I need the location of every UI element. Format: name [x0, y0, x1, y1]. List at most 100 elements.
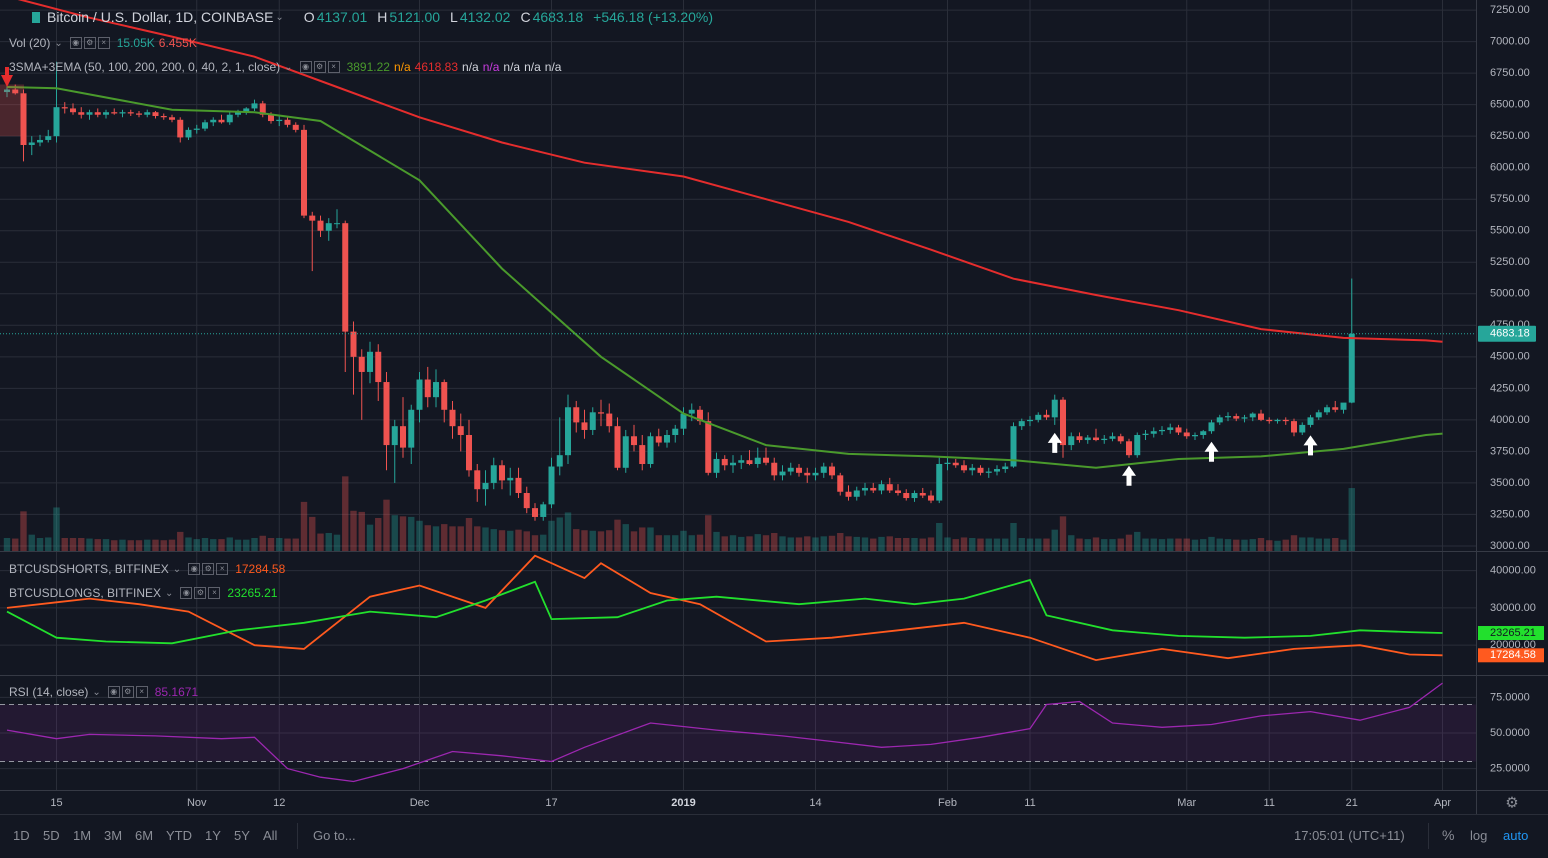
- close-icon[interactable]: ×: [208, 587, 221, 599]
- range-5d[interactable]: 5D: [43, 828, 60, 843]
- volume-bar: [762, 535, 770, 551]
- auto-scale-toggle[interactable]: auto: [1503, 828, 1529, 843]
- shorts-line: [6, 554, 1443, 662]
- chevron-down-icon[interactable]: ⌄: [54, 37, 63, 49]
- candle-body: [985, 471, 992, 473]
- gear-icon[interactable]: ⚙: [83, 37, 96, 49]
- percent-toggle[interactable]: %: [1442, 827, 1455, 843]
- chevron-down-icon[interactable]: ⌄: [92, 686, 101, 698]
- white-up-arrow-icon: [1303, 435, 1318, 456]
- chevron-down-icon[interactable]: ⌄: [284, 61, 293, 73]
- log-toggle[interactable]: log: [1470, 828, 1488, 843]
- volume-bar: [1142, 538, 1149, 551]
- price-axis[interactable]: 7250.00 7000.00 6750.00 6500.00 6250.00 6000.…: [1478, 4, 1544, 775]
- candle-body: [160, 116, 167, 118]
- range-1y[interactable]: 1Y: [205, 828, 221, 843]
- annotation-markers: [0, 67, 1318, 486]
- close-icon[interactable]: ×: [135, 686, 148, 698]
- volume-bar: [1290, 535, 1298, 551]
- volume-bar: [185, 537, 192, 551]
- gear-icon[interactable]: ⚙: [121, 686, 134, 698]
- symbol-title[interactable]: Bitcoin / U.S. Dollar, 1D, COINBASE: [47, 9, 274, 25]
- price-tick-label: 5250.00: [1490, 256, 1530, 268]
- candle-body: [697, 409, 703, 422]
- range-3m[interactable]: 3M: [104, 828, 123, 843]
- volume-bar: [606, 530, 613, 551]
- volume-bar: [1274, 540, 1281, 551]
- rsi-legend-name: RSI (14, close): [9, 685, 89, 699]
- volume-bar: [210, 539, 217, 551]
- eye-icon[interactable]: ◉: [188, 563, 201, 575]
- range-1d[interactable]: 1D: [13, 828, 30, 843]
- candle-body: [779, 471, 786, 476]
- longs-legend-name: BTCUSDLONGS, BITFINEX: [9, 586, 162, 600]
- volume-legend[interactable]: Vol (20) ⌄ ◉ ⚙ × 15.05K 6.455K: [9, 36, 197, 50]
- chevron-down-icon[interactable]: ⌄: [275, 11, 284, 23]
- eye-icon[interactable]: ◉: [180, 587, 193, 599]
- volume-bar: [416, 520, 423, 551]
- chevron-down-icon[interactable]: ⌄: [172, 563, 182, 575]
- gear-icon[interactable]: ⚙: [202, 563, 215, 575]
- volume-bar: [1010, 523, 1017, 551]
- volume-bar: [1002, 538, 1009, 551]
- chart-canvas[interactable]: 7250.00 7000.00 6750.00 6500.00 6250.00 6000.…: [0, 0, 1548, 814]
- clock-readout[interactable]: 17:05:01 (UTC+11): [1294, 828, 1405, 843]
- volume-bar: [1068, 535, 1075, 551]
- time-tick-label: 12: [273, 797, 285, 809]
- volume-bar: [1216, 538, 1223, 551]
- goto-button[interactable]: Go to...: [313, 828, 356, 843]
- candle-body: [977, 467, 984, 473]
- volume-bar: [45, 537, 52, 551]
- range-5y[interactable]: 5Y: [234, 828, 250, 843]
- range-all[interactable]: All: [263, 828, 278, 843]
- volume-bar: [267, 538, 275, 551]
- eye-icon[interactable]: ◉: [69, 37, 82, 49]
- toolbar-divider: [1428, 823, 1429, 849]
- candle-body: [53, 107, 60, 137]
- time-tick-label: 2019: [671, 797, 695, 809]
- candle-body: [226, 114, 233, 123]
- time-axis[interactable]: 15 Nov 12 Dec 17 2019 14 Feb 11 Mar 11 21 Apr ⚙: [50, 794, 1518, 812]
- candle-body: [1266, 419, 1273, 422]
- eye-icon[interactable]: ◉: [107, 686, 120, 698]
- volume-bar: [1340, 539, 1347, 551]
- eye-icon[interactable]: ◉: [299, 61, 312, 73]
- volume-bar: [886, 536, 893, 551]
- candle-body: [342, 223, 349, 332]
- close-icon[interactable]: ×: [327, 61, 340, 73]
- candle-body: [1043, 414, 1050, 418]
- volume-bar: [28, 534, 35, 551]
- time-tick-label: Feb: [938, 797, 957, 809]
- longs-legend[interactable]: BTCUSDLONGS, BITFINEX ⌄ ◉ ⚙ × 23265.21: [9, 586, 277, 600]
- range-ytd[interactable]: YTD: [166, 828, 192, 843]
- volume-bar: [251, 538, 258, 551]
- candle-body: [416, 379, 423, 410]
- candle-body: [820, 466, 827, 473]
- candle-body: [721, 458, 728, 466]
- gear-icon[interactable]: ⚙: [194, 587, 207, 599]
- candle-body: [268, 114, 274, 122]
- candle-body: [1183, 432, 1190, 437]
- candle-body: [532, 508, 538, 517]
- gear-icon[interactable]: ⚙: [313, 61, 326, 73]
- volume-bar: [94, 539, 101, 551]
- candle-body: [565, 407, 571, 456]
- shorts-legend[interactable]: BTCUSDSHORTS, BITFINEX ⌄ ◉ ⚙ × 17284.58: [9, 562, 285, 576]
- range-6m[interactable]: 6M: [135, 828, 154, 843]
- time-tick-label: 21: [1346, 797, 1358, 809]
- candle-body: [20, 93, 27, 145]
- close-icon[interactable]: ×: [97, 37, 110, 49]
- volume-bar: [540, 534, 547, 551]
- rsi-legend[interactable]: RSI (14, close) ⌄ ◉ ⚙ × 85.1671: [9, 685, 198, 699]
- range-1m[interactable]: 1M: [73, 828, 92, 843]
- gear-icon[interactable]: ⚙: [1505, 794, 1518, 812]
- time-tick-label: Apr: [1434, 797, 1451, 809]
- ma-value-7: n/a: [524, 60, 541, 74]
- chevron-down-icon[interactable]: ⌄: [165, 587, 174, 599]
- candle-body: [631, 436, 637, 446]
- candle-body: [144, 112, 151, 115]
- ma-legend[interactable]: 3SMA+3EMA (50, 100, 200, 200, 0, 40, 2, …: [9, 60, 561, 74]
- close-icon[interactable]: ×: [216, 563, 229, 575]
- candle-body: [111, 112, 118, 114]
- volume-bar: [630, 531, 638, 551]
